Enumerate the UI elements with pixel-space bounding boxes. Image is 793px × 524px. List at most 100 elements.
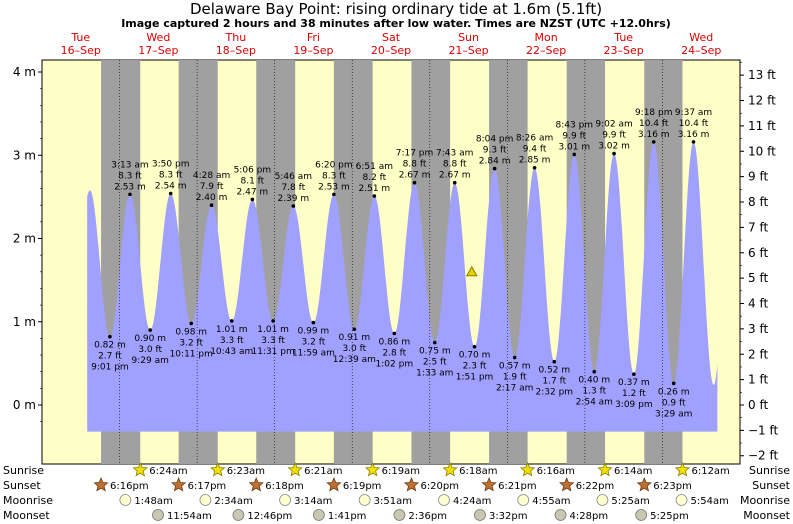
right-tick-label: 13 ft xyxy=(748,68,776,82)
low-tide-metres: 0.40 m xyxy=(578,376,610,386)
high-tide-point xyxy=(492,166,497,171)
event-time: 6:16am xyxy=(537,466,575,477)
event-time: 6:14am xyxy=(614,466,652,477)
high-tide-metres: 2.85 m xyxy=(519,156,551,166)
low-tide-time: 9:01 pm xyxy=(91,363,129,373)
event-time: 6:23am xyxy=(227,466,265,477)
event-time: 6:18am xyxy=(459,466,497,477)
low-tide-feet: 3.2 ft xyxy=(179,338,203,348)
low-tide-time: 2:54 am xyxy=(576,398,613,408)
high-tide-point xyxy=(452,180,457,185)
high-tide-metres: 2.39 m xyxy=(277,194,309,204)
moonset-icon xyxy=(312,509,325,521)
right-tick-label: −1 ft xyxy=(748,423,779,437)
event-time: 2:36pm xyxy=(408,511,447,522)
event-time: 1:48am xyxy=(134,496,172,507)
high-tide-time: 7:17 pm xyxy=(396,149,434,159)
right-tick-label: 0 ft xyxy=(748,398,768,412)
right-tick-label: 11 ft xyxy=(748,119,776,133)
event-time: 4:24am xyxy=(453,496,491,507)
low-tide-time: 2:17 am xyxy=(496,384,533,394)
event-time: 5:54am xyxy=(691,496,729,507)
low-tide-time: 12:39 am xyxy=(333,355,376,365)
left-tick-label: 3 m xyxy=(13,148,36,162)
event-time: 6:24am xyxy=(149,466,187,477)
right-tick-label: 2 ft xyxy=(748,347,768,361)
event-time: 1:41pm xyxy=(328,511,367,522)
low-tide-point xyxy=(512,355,517,360)
moonset-icon xyxy=(635,509,648,521)
day-name-label: Sun xyxy=(458,31,479,44)
sun-icon xyxy=(597,461,613,477)
low-tide-time: 2:32 pm xyxy=(536,388,574,398)
plot-area: 0.82 m2.7 ft9:01 pm3:13 am8.3 ft2.53 m0.… xyxy=(41,59,741,465)
high-tide-feet: 10.4 ft xyxy=(679,119,709,129)
moonrise-icon xyxy=(358,494,371,506)
low-tide-time: 1:33 am xyxy=(416,369,453,379)
row-label-left: Sunset xyxy=(3,479,41,492)
low-tide-metres: 0.37 m xyxy=(618,378,650,388)
low-tide-metres: 0.98 m xyxy=(175,327,207,337)
low-tide-feet: 3.0 ft xyxy=(342,344,366,354)
high-tide-feet: 8.3 ft xyxy=(322,171,346,181)
event-time: 6:16pm xyxy=(110,481,149,492)
high-tide-time: 9:18 pm xyxy=(635,108,673,118)
left-tick-label: 1 m xyxy=(13,315,36,329)
low-tide-metres: 1.01 m xyxy=(216,325,248,335)
low-tide-point xyxy=(271,319,275,323)
low-tide-feet: 3.3 ft xyxy=(220,336,244,346)
high-tide-time: 4:28 am xyxy=(193,171,230,181)
moonrise-icon xyxy=(675,494,688,506)
tide-area xyxy=(87,142,718,432)
event-time: 5:25pm xyxy=(650,511,689,522)
low-tide-point xyxy=(108,334,112,339)
low-tide-metres: 0.91 m xyxy=(338,333,370,343)
moonset-icon xyxy=(152,509,164,521)
right-tick-label: 3 ft xyxy=(748,322,768,336)
high-tide-point xyxy=(691,140,696,144)
sunset-icon xyxy=(558,476,575,492)
sunset-icon xyxy=(636,476,652,492)
low-tide-time: 1:51 pm xyxy=(456,373,494,383)
event-time: 6:20pm xyxy=(420,481,459,492)
day-date-label: 16–Sep xyxy=(61,44,101,57)
right-tick-label: 10 ft xyxy=(748,144,776,158)
high-tide-feet: 9.9 ft xyxy=(562,131,586,141)
low-tide-point xyxy=(148,328,152,332)
low-tide-time: 10:11 pm xyxy=(170,349,213,359)
left-axis-metres: 4 m 3 m 2 m 1 m 0 m xyxy=(13,65,42,422)
high-tide-point xyxy=(412,180,417,185)
day-date-label: 22–Sep xyxy=(526,44,566,57)
high-tide-time: 3:13 am xyxy=(111,160,148,170)
moonrise-icon xyxy=(596,494,609,506)
sun-icon xyxy=(287,461,303,477)
high-tide-time: 6:51 am xyxy=(356,162,393,172)
day-name-label: Thu xyxy=(225,31,247,44)
left-tick-label: 4 m xyxy=(13,65,36,79)
event-time: 6:22pm xyxy=(576,481,615,492)
right-tick-label: 9 ft xyxy=(748,170,768,184)
sunset-icon xyxy=(93,476,109,492)
high-tide-point xyxy=(209,203,214,207)
event-time: 6:21pm xyxy=(498,481,537,492)
high-tide-time: 7:43 am xyxy=(436,149,473,159)
high-tide-feet: 8.1 ft xyxy=(241,176,265,186)
day-date-label: 17–Sep xyxy=(138,44,178,57)
high-tide-point xyxy=(572,152,577,157)
sun-icon xyxy=(442,461,458,477)
low-tide-metres: 0.90 m xyxy=(134,334,166,344)
low-tide-metres: 0.57 m xyxy=(499,362,531,372)
row-label-left: Moonrise xyxy=(3,494,53,507)
event-time: 4:55am xyxy=(532,496,570,507)
moonrise-icon xyxy=(199,494,212,506)
row-label-right: Sunset xyxy=(752,479,790,492)
row-label-right: Moonrise xyxy=(740,494,790,507)
sun-icon xyxy=(365,461,381,477)
low-tide-point xyxy=(552,359,557,364)
high-tide-metres: 3.02 m xyxy=(598,142,630,152)
high-tide-metres: 2.84 m xyxy=(479,157,511,167)
right-axis-feet: 13 ft 12 ft 11 ft 10 ft 9 ft 8 ft 7 ft 6 ft 5 ft… xyxy=(740,62,779,463)
low-tide-point xyxy=(392,331,397,336)
high-tide-metres: 2.54 m xyxy=(155,182,187,192)
low-tide-point xyxy=(592,369,597,374)
